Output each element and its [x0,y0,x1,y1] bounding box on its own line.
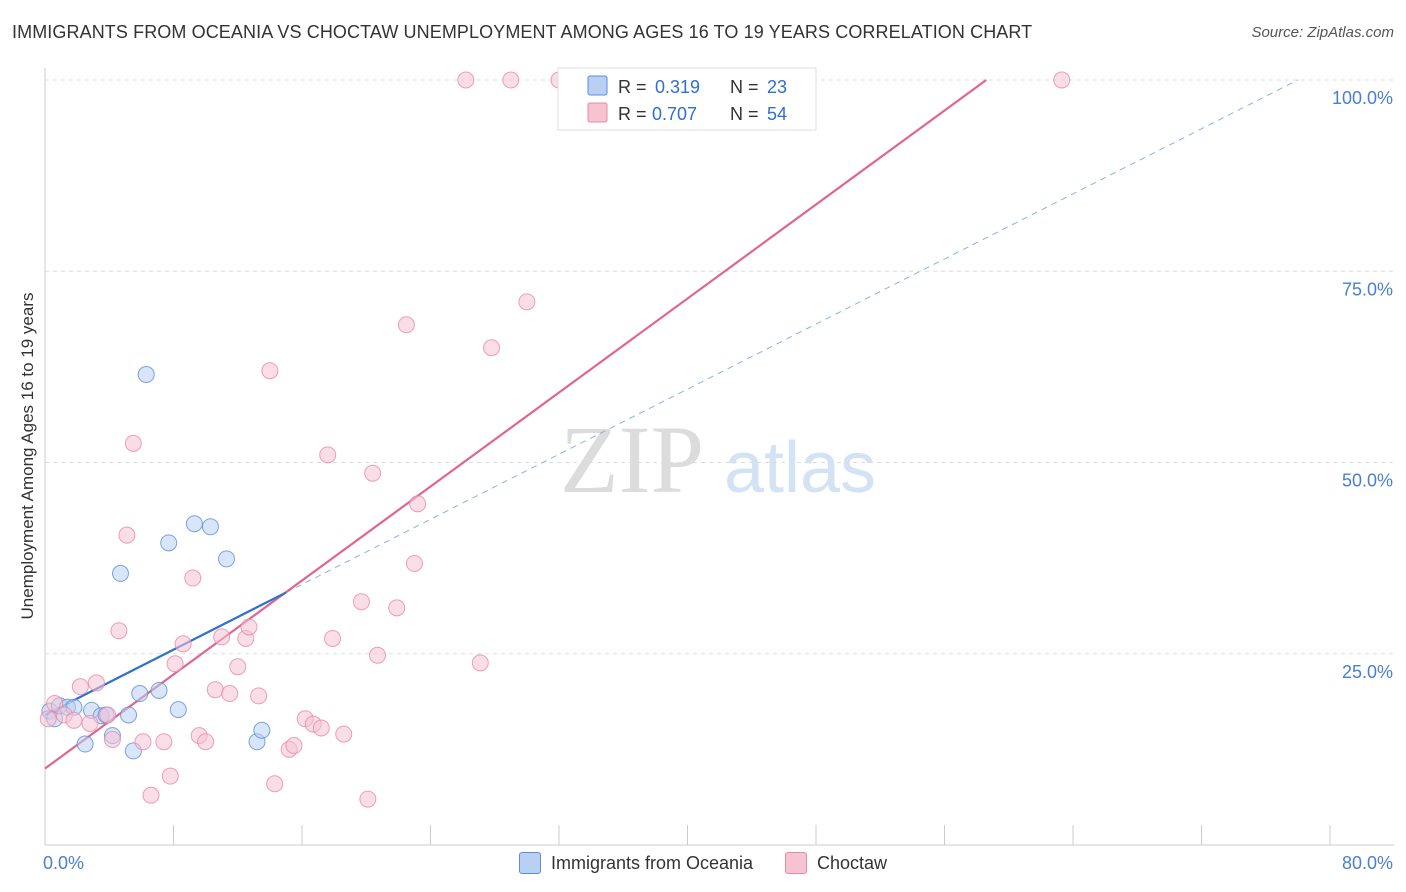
point-oceania-11 [120,706,138,724]
x-tick-label-1: 80.0% [1342,853,1393,873]
point-choctaw-48 [483,339,501,357]
point-choctaw-15 [161,767,179,785]
y-tick-label-2: 75.0% [1342,279,1393,299]
point-choctaw-23 [221,685,239,703]
source-label: Source: ZipAtlas.com [1251,24,1394,41]
x-tick-label-0: 0.0% [43,853,84,873]
point-choctaw-31 [285,737,303,755]
legend-r-value-1: 0.319 [655,77,700,97]
point-oceania-5 [76,735,94,753]
point-choctaw-24 [229,658,247,676]
legend-r-label-1: R = [618,77,647,97]
point-choctaw-29 [266,775,284,793]
point-choctaw-38 [352,593,370,611]
grid [45,79,1394,655]
point-oceania-14 [137,366,155,384]
point-choctaw-22 [213,628,231,646]
point-choctaw-6 [87,674,105,692]
watermark-atlas: atlas [724,428,876,508]
tick-labels: 25.0% 50.0% 75.0% 100.0% 0.0% 80.0% [43,88,1393,873]
legend-label-choctaw: Choctaw [817,852,888,873]
point-oceania-15 [150,681,168,699]
point-choctaw-16 [166,655,184,673]
point-choctaw-41 [368,646,386,664]
trend-line-choctaw [44,79,987,770]
point-choctaw-39 [359,790,377,808]
legend-n-label-2: N = [730,104,759,124]
trend-line-oceania [44,591,287,716]
point-choctaw-5 [81,714,99,732]
legend-stats: R = 0.319 N = 23 R = 0.707 N = 54 [557,67,817,131]
legend-swatch-choctaw-bottom [785,852,808,874]
point-choctaw-10 [118,526,136,544]
point-choctaw-14 [155,733,173,751]
point-choctaw-40 [364,464,382,482]
point-choctaw-9 [110,622,128,640]
point-choctaw-1 [46,694,64,712]
point-oceania-19 [201,518,219,536]
legend: Immigrants from Oceania Choctaw [0,852,1406,874]
y-tick-label-0: 25.0% [1342,662,1393,682]
legend-swatch-oceania [587,75,608,96]
point-choctaw-36 [324,629,342,647]
point-choctaw-12 [134,733,152,751]
point-choctaw-34 [312,719,330,737]
point-choctaw-50 [518,293,536,311]
point-oceania-10 [111,564,129,582]
point-choctaw-21 [206,681,224,699]
legend-swatch-oceania-bottom [518,852,541,874]
point-choctaw-0 [39,710,57,728]
point-choctaw-49 [502,71,520,89]
point-oceania-13 [131,685,149,703]
legend-n-value-1: 23 [767,77,787,97]
point-oceania-18 [185,515,203,533]
legend-r-value-2: 0.707 [652,104,697,124]
point-oceania-20 [218,550,236,568]
data-points [39,71,1071,808]
point-choctaw-27 [250,687,268,705]
point-choctaw-7 [99,706,117,724]
point-choctaw-28 [261,362,279,380]
point-choctaw-20 [197,733,215,751]
point-choctaw-18 [184,569,202,587]
point-choctaw-4 [71,678,89,696]
point-choctaw-11 [124,434,142,452]
point-choctaw-52 [1053,71,1071,89]
point-choctaw-8 [103,730,121,748]
watermark-zip: ZIP [560,406,704,513]
trend-lines [44,79,1299,770]
chart-title: IMMIGRANTS FROM OCEANIA VS CHOCTAW UNEMP… [12,22,1033,42]
point-choctaw-37 [335,725,353,743]
point-oceania-16 [160,534,178,552]
legend-item-oceania: Immigrants from Oceania [518,852,754,874]
legend-item-choctaw: Choctaw [785,852,887,874]
point-choctaw-13 [142,786,160,804]
point-choctaw-44 [405,554,423,572]
watermark: ZIP atlas [560,406,876,513]
legend-r-label-2: R = [618,104,647,124]
point-choctaw-26 [240,618,258,636]
point-choctaw-35 [319,446,337,464]
point-choctaw-43 [397,316,415,334]
legend-n-value-2: 54 [767,104,787,124]
point-oceania-22 [253,721,271,739]
legend-label-oceania: Immigrants from Oceania [550,852,754,873]
legend-n-label-1: N = [730,77,759,97]
point-choctaw-17 [174,635,192,653]
point-choctaw-46 [457,71,475,89]
point-choctaw-47 [471,654,489,672]
axes [44,68,1394,846]
y-tick-label-3: 100.0% [1332,88,1393,108]
point-oceania-17 [169,701,187,719]
trend-line-oceania-extension [285,79,1299,593]
point-choctaw-45 [409,495,427,513]
point-choctaw-42 [388,599,406,617]
y-tick-label-1: 50.0% [1342,471,1393,491]
point-choctaw-3 [65,711,83,729]
legend-swatch-choctaw [587,102,608,123]
